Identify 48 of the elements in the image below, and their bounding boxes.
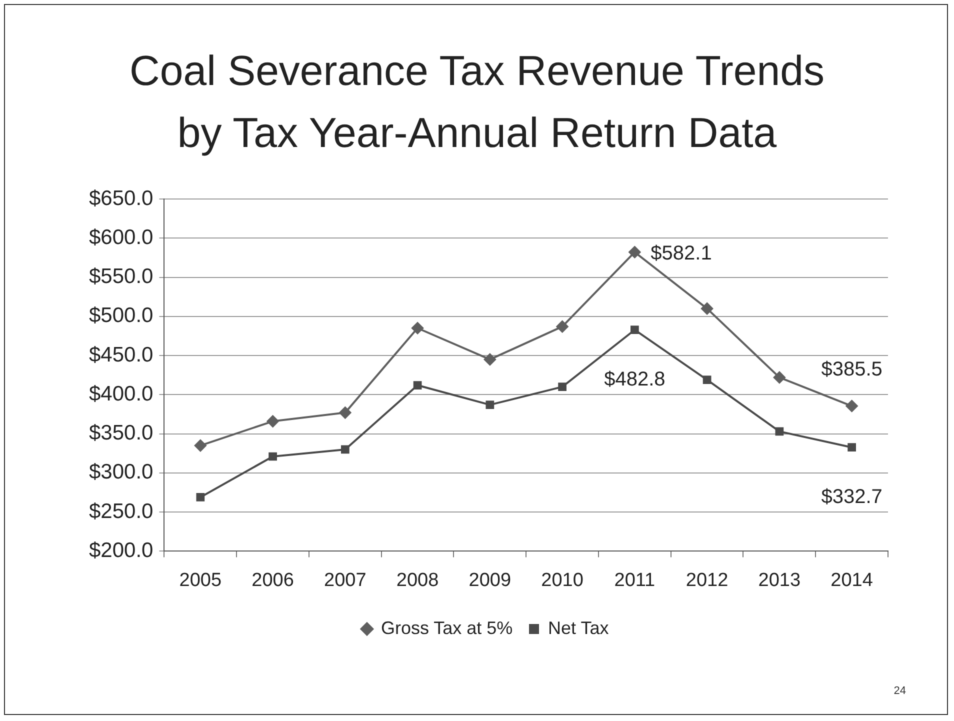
x-tick-label: 2008 <box>396 570 439 591</box>
y-tick-label: $250.0 <box>88 500 154 523</box>
point <box>846 400 858 412</box>
point <box>628 246 641 258</box>
point <box>268 452 277 461</box>
chart-title: Coal Severance Tax Revenue Trends by Tax Year-Annual Return Data <box>128 46 826 158</box>
x-tick-label: 2009 <box>468 570 512 591</box>
y-tick-label: $550.0 <box>88 265 154 288</box>
point <box>848 443 856 452</box>
x-tick-label: 2011 <box>614 570 656 591</box>
y-tick-label: $500.0 <box>88 304 154 328</box>
point <box>702 376 712 384</box>
data-label: $332.7 <box>821 486 882 508</box>
x-tick-label: 2012 <box>686 570 728 591</box>
data-label: $482.8 <box>604 368 666 390</box>
legend-label: Gross Tax at 5% <box>380 618 513 638</box>
x-tick-label: 2007 <box>324 570 366 591</box>
data-label: $385.5 <box>821 358 882 381</box>
point <box>775 427 784 436</box>
point <box>340 445 350 454</box>
y-tick-label: $450.0 <box>88 343 154 366</box>
y-tick-label: $600.0 <box>88 226 154 249</box>
x-tick-label: 2006 <box>252 570 294 591</box>
point <box>413 381 422 390</box>
point <box>630 326 639 334</box>
x-tick-label: 2014 <box>830 570 874 591</box>
y-tick-label: $200.0 <box>88 538 154 562</box>
point <box>196 493 205 502</box>
data-label: $582.1 <box>650 242 712 265</box>
point <box>484 353 496 366</box>
point <box>412 322 424 334</box>
y-tick-label: $300.0 <box>88 460 154 484</box>
point <box>486 400 494 410</box>
x-tick-label: 2005 <box>179 570 222 591</box>
point <box>558 382 566 392</box>
point <box>339 406 352 419</box>
x-tick-label: 2013 <box>758 570 801 591</box>
legend-label: Net Tax <box>548 618 609 638</box>
x-tick-label: 2010 <box>541 570 584 591</box>
point <box>556 320 568 333</box>
point <box>773 371 786 384</box>
y-tick-label: $350.0 <box>88 422 154 445</box>
point <box>701 302 714 315</box>
text: 24 <box>894 685 906 697</box>
y-tick-label: $650.0 <box>88 186 154 210</box>
point <box>266 415 279 428</box>
point <box>194 440 206 452</box>
y-tick-label: $400.0 <box>88 382 154 406</box>
